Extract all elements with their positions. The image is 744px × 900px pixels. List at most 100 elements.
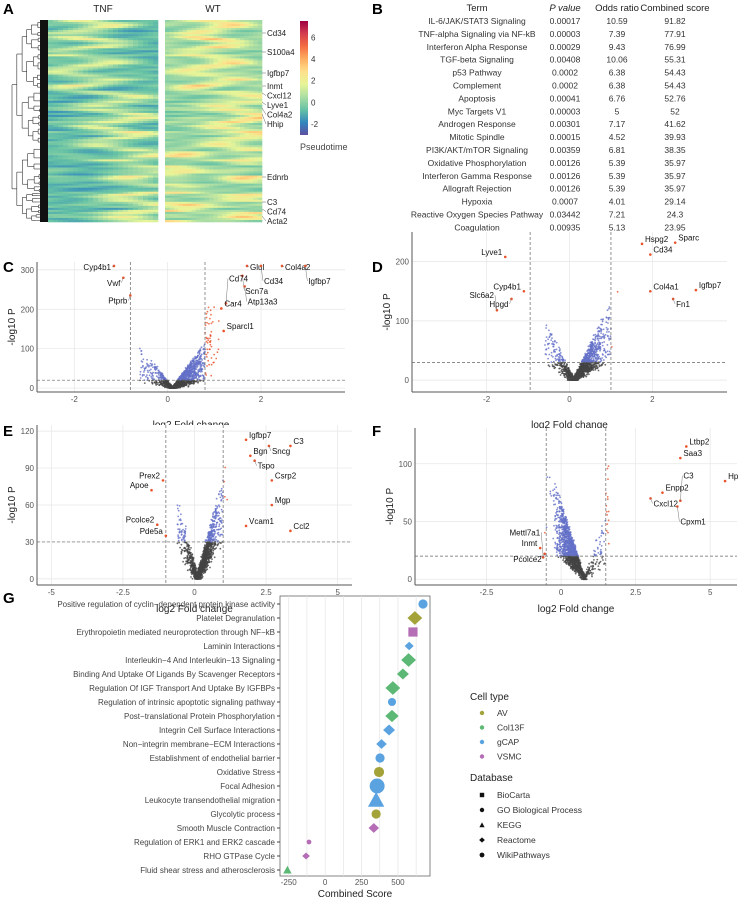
heatmap-cell	[191, 20, 197, 23]
heatmap-cell	[138, 62, 144, 65]
heatmap-cell	[98, 68, 104, 71]
heatmap-cell	[204, 114, 210, 118]
heatmap-cell	[173, 70, 179, 73]
heatmap-cell	[209, 26, 214, 29]
heatmap-cell	[213, 26, 219, 29]
heatmap-cell	[128, 183, 134, 186]
heatmap-cell	[204, 175, 210, 178]
heatmap-cell	[235, 159, 241, 162]
heatmap-cell	[118, 58, 124, 61]
heatmap-cell	[148, 24, 154, 27]
heatmap-cell	[217, 50, 223, 53]
heatmap-cell	[118, 110, 124, 114]
heatmap-cell	[93, 185, 99, 188]
heatmap-cell	[209, 96, 214, 100]
heatmap-cell	[248, 92, 254, 96]
heatmap-cell	[195, 215, 201, 219]
heatmap-cell	[248, 42, 254, 45]
heatmap-cell	[88, 163, 94, 166]
heatmap-cell	[78, 90, 84, 94]
heatmap-cell	[217, 40, 223, 43]
heatmap-cell	[53, 219, 59, 223]
heatmap-cell	[235, 46, 241, 49]
heatmap-cell	[133, 60, 139, 63]
heatmap-cell	[118, 50, 124, 53]
heatmap-cell	[123, 161, 129, 164]
heatmap-cell	[78, 100, 84, 104]
heatmap-cell	[123, 145, 129, 148]
heatmap-cell	[153, 159, 159, 162]
heatmap-cell	[173, 56, 179, 59]
heatmap-cell	[217, 74, 223, 77]
heatmap-cell	[235, 28, 241, 31]
heatmap-cell	[244, 143, 250, 146]
heatmap-cell	[48, 169, 54, 172]
heatmap-cell	[83, 110, 89, 114]
heatmap-cell	[213, 209, 219, 213]
heatmap-cell	[108, 133, 114, 136]
heatmap-cell	[143, 36, 149, 39]
heatmap-cell	[244, 175, 250, 178]
heatmap-cell	[231, 151, 236, 154]
heatmap-cell	[244, 46, 250, 49]
heatmap-cell	[178, 161, 183, 164]
heatmap-cell	[58, 171, 64, 174]
heatmap-cell	[78, 207, 84, 211]
heatmap-cell	[169, 171, 175, 174]
heatmap-cell	[88, 114, 94, 118]
heatmap-cell	[118, 171, 124, 174]
heatmap-cell	[143, 116, 149, 120]
heatmap-cell	[148, 203, 154, 207]
heatmap-cell	[103, 133, 109, 136]
heatmap-cell	[103, 92, 109, 96]
heatmap-cell	[153, 38, 159, 41]
heatmap-cell	[169, 68, 175, 71]
heatmap-cell	[53, 155, 59, 158]
heatmap-cell	[182, 123, 188, 126]
heatmap-cell	[257, 155, 263, 158]
heatmap-cell	[78, 82, 84, 85]
heatmap-cell	[222, 129, 227, 132]
heatmap-cell	[191, 50, 197, 53]
heatmap-cell	[240, 116, 245, 120]
heatmap-cell	[217, 143, 223, 146]
heatmap-cell	[204, 24, 210, 27]
heatmap-cell	[217, 78, 223, 81]
heatmap-cell	[235, 108, 241, 112]
heatmap-cell	[240, 159, 245, 162]
heatmap-cell	[88, 189, 94, 192]
heatmap-cell	[93, 26, 99, 29]
heatmap-cell	[58, 118, 64, 122]
heatmap-cell	[226, 163, 232, 166]
heatmap-cell	[63, 197, 69, 201]
heatmap-cell	[128, 205, 134, 209]
colorbar-tick: -2	[311, 120, 319, 129]
heatmap-cell	[128, 155, 134, 158]
term-cell: Hypoxia	[462, 197, 493, 207]
heatmap-cell	[103, 163, 109, 166]
heatmap-cell	[244, 219, 250, 223]
heatmap-cell	[248, 112, 254, 116]
heatmap-cell	[128, 114, 134, 118]
heatmap-cell	[248, 145, 254, 148]
heatmap-cell	[63, 203, 69, 207]
heatmap-cell	[138, 165, 144, 168]
heatmap-cell	[138, 90, 144, 94]
heatmap-cell	[195, 54, 201, 57]
heatmap-cell	[248, 90, 254, 94]
heatmap-cell	[78, 70, 84, 73]
heatmap-cell	[195, 116, 201, 120]
heatmap-cell	[248, 34, 254, 37]
heatmap-cell	[244, 161, 250, 164]
heatmap-cell	[235, 189, 241, 192]
heatmap-cell	[195, 96, 201, 100]
heatmap-cell	[226, 213, 232, 217]
heatmap-cell	[187, 191, 192, 195]
heatmap-cell	[178, 54, 183, 57]
heatmap-cell	[118, 143, 124, 146]
heatmap-cell	[244, 217, 250, 221]
heatmap-cell	[73, 183, 79, 186]
heatmap-cell	[113, 201, 119, 205]
heatmap-cell	[103, 183, 109, 186]
heatmap-cell	[98, 112, 104, 116]
